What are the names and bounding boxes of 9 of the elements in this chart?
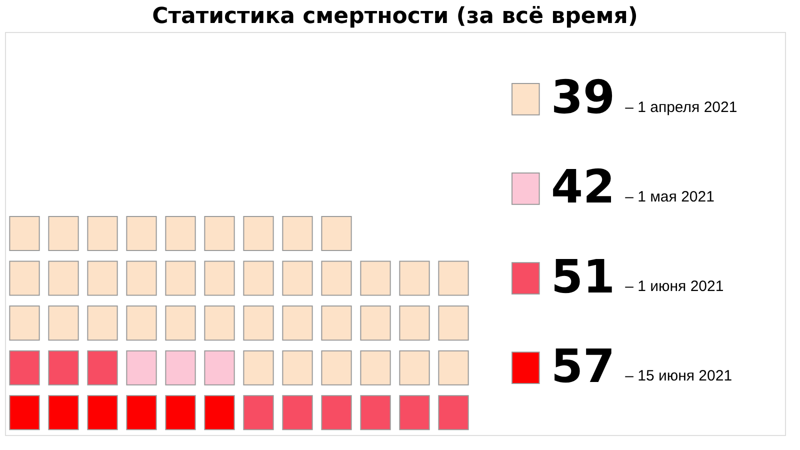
text: Статистика смертности (за всё время) — [152, 4, 638, 29]
category-label: – 1 июня 2021 — [625, 278, 724, 295]
category-label: – 1 мая 2021 — [625, 188, 714, 206]
category-label: – 15 июня 2021 — [625, 368, 732, 385]
data-label: 57 — [551, 338, 616, 393]
data-label: 39 — [551, 70, 616, 124]
data-label: 42 — [551, 160, 616, 214]
category-label: – 1 апреля 2021 — [625, 98, 738, 116]
data-label: 51 — [551, 249, 616, 304]
